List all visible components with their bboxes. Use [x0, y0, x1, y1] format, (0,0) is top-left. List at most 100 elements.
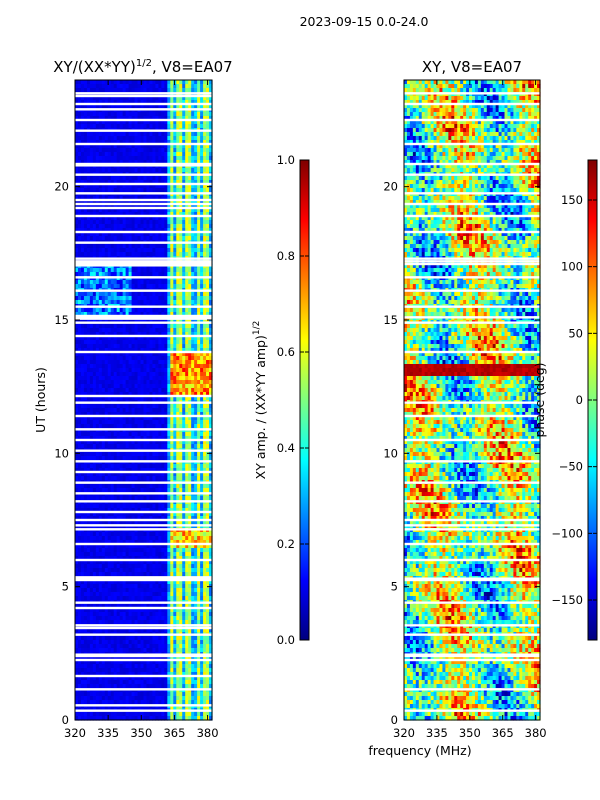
- left-heatmap-cell: [92, 308, 97, 313]
- left-heatmap-cell: [152, 116, 157, 121]
- left-heatmap-cell: [77, 360, 82, 365]
- left-heatmap-cell: [125, 296, 130, 301]
- left-heatmap-cell: [191, 280, 195, 285]
- left-heatmap-cell: [75, 152, 79, 157]
- left-heatmap-cell: [113, 80, 118, 85]
- left-heatmap-cell: [119, 104, 124, 109]
- left-heatmap-cell: [200, 292, 204, 297]
- left-heatmap-cell: [200, 368, 204, 373]
- left-heatmap-cell: [191, 244, 195, 249]
- left-heatmap-cell: [89, 124, 94, 129]
- left-heatmap-cell: [146, 348, 151, 353]
- left-heatmap-cell: [158, 236, 162, 241]
- left-heatmap-cell: [119, 348, 124, 353]
- left-heatmap-cell: [167, 120, 171, 125]
- left-heatmap-cell: [113, 196, 118, 201]
- left-heatmap-cell: [185, 184, 189, 189]
- left-heatmap-cell: [101, 380, 106, 385]
- left-heatmap-cell: [128, 284, 133, 289]
- left-heatmap-cell: [89, 368, 94, 373]
- left-heatmap-cell: [191, 180, 195, 185]
- left-heatmap-cell: [146, 300, 151, 305]
- left-heatmap-cell: [197, 364, 201, 369]
- left-heatmap-cell: [128, 104, 133, 109]
- left-heatmap-cell: [203, 324, 207, 329]
- left-heatmap-cell: [209, 344, 213, 349]
- left-heatmap-cell: [83, 332, 88, 337]
- left-heatmap-cell: [113, 352, 118, 357]
- left-heatmap-cell: [119, 200, 124, 205]
- left-heatmap-cell: [209, 112, 213, 117]
- left-heatmap-cell: [161, 332, 165, 337]
- left-heatmap-cell: [104, 100, 109, 105]
- left-heatmap-cell: [146, 120, 151, 125]
- left-heatmap-cell: [209, 336, 213, 341]
- left-heatmap-cell: [188, 216, 192, 221]
- left-heatmap-cell: [155, 292, 159, 297]
- left-heatmap-cell: [113, 140, 118, 145]
- left-heatmap-cell: [164, 332, 168, 337]
- left-heatmap-cell: [89, 312, 94, 317]
- left-heatmap-cell: [197, 204, 201, 209]
- left-heatmap-cell: [107, 208, 112, 213]
- left-heatmap-cell: [173, 160, 177, 165]
- left-heatmap-cell: [134, 364, 139, 369]
- left-heatmap-cell: [191, 268, 195, 273]
- left-heatmap-cell: [134, 200, 139, 205]
- left-heatmap-cell: [185, 372, 189, 377]
- left-heatmap-cell: [104, 232, 109, 237]
- left-heatmap-cell: [134, 148, 139, 153]
- left-heatmap-cell: [155, 136, 159, 141]
- left-heatmap-cell: [131, 216, 136, 221]
- left-heatmap-cell: [110, 344, 115, 349]
- left-heatmap-cell: [146, 168, 151, 173]
- left-heatmap-cell: [188, 168, 192, 173]
- left-heatmap-cell: [75, 180, 79, 185]
- left-heatmap-cell: [158, 232, 162, 237]
- left-heatmap-cell: [134, 368, 139, 373]
- left-heatmap-cell: [75, 308, 79, 313]
- left-heatmap-cell: [143, 216, 148, 221]
- left-heatmap-cell: [143, 364, 148, 369]
- left-heatmap-cell: [101, 144, 106, 149]
- left-heatmap-cell: [155, 348, 159, 353]
- left-heatmap-cell: [194, 280, 198, 285]
- left-heatmap-cell: [98, 348, 103, 353]
- left-heatmap-cell: [92, 160, 97, 165]
- left-heatmap-cell: [104, 228, 109, 233]
- left-heatmap-cell: [176, 212, 180, 217]
- left-heatmap-cell: [86, 376, 91, 381]
- left-heatmap-cell: [116, 152, 121, 157]
- left-heatmap-cell: [131, 136, 136, 141]
- left-heatmap-cell: [80, 372, 85, 377]
- left-heatmap-cell: [170, 212, 174, 217]
- left-heatmap-cell: [101, 352, 106, 357]
- left-heatmap-cell: [95, 292, 100, 297]
- left-heatmap-cell: [110, 84, 115, 89]
- left-heatmap-cell: [164, 184, 168, 189]
- left-heatmap-cell: [155, 356, 159, 361]
- left-heatmap-cell: [149, 212, 154, 217]
- left-heatmap-cell: [77, 328, 82, 333]
- left-heatmap-cell: [110, 232, 115, 237]
- left-heatmap-cell: [113, 252, 118, 257]
- left-heatmap-cell: [122, 312, 127, 317]
- left-heatmap-cell: [95, 324, 100, 329]
- left-heatmap-cell: [92, 112, 97, 117]
- left-heatmap-cell: [125, 272, 130, 277]
- left-heatmap-cell: [191, 152, 195, 157]
- left-heatmap-cell: [182, 184, 186, 189]
- left-heatmap-cell: [134, 236, 139, 241]
- left-heatmap-cell: [137, 272, 142, 277]
- left-heatmap-cell: [137, 84, 142, 89]
- left-heatmap-cell: [116, 268, 121, 273]
- left-heatmap-cell: [152, 136, 157, 141]
- left-heatmap-cell: [104, 160, 109, 165]
- left-heatmap-cell: [92, 360, 97, 365]
- left-heatmap-cell: [146, 360, 151, 365]
- left-heatmap-cell: [173, 140, 177, 145]
- left-heatmap-cell: [104, 328, 109, 333]
- left-heatmap-cell: [167, 152, 171, 157]
- left-heatmap-cell: [164, 176, 168, 181]
- left-heatmap-cell: [179, 372, 183, 377]
